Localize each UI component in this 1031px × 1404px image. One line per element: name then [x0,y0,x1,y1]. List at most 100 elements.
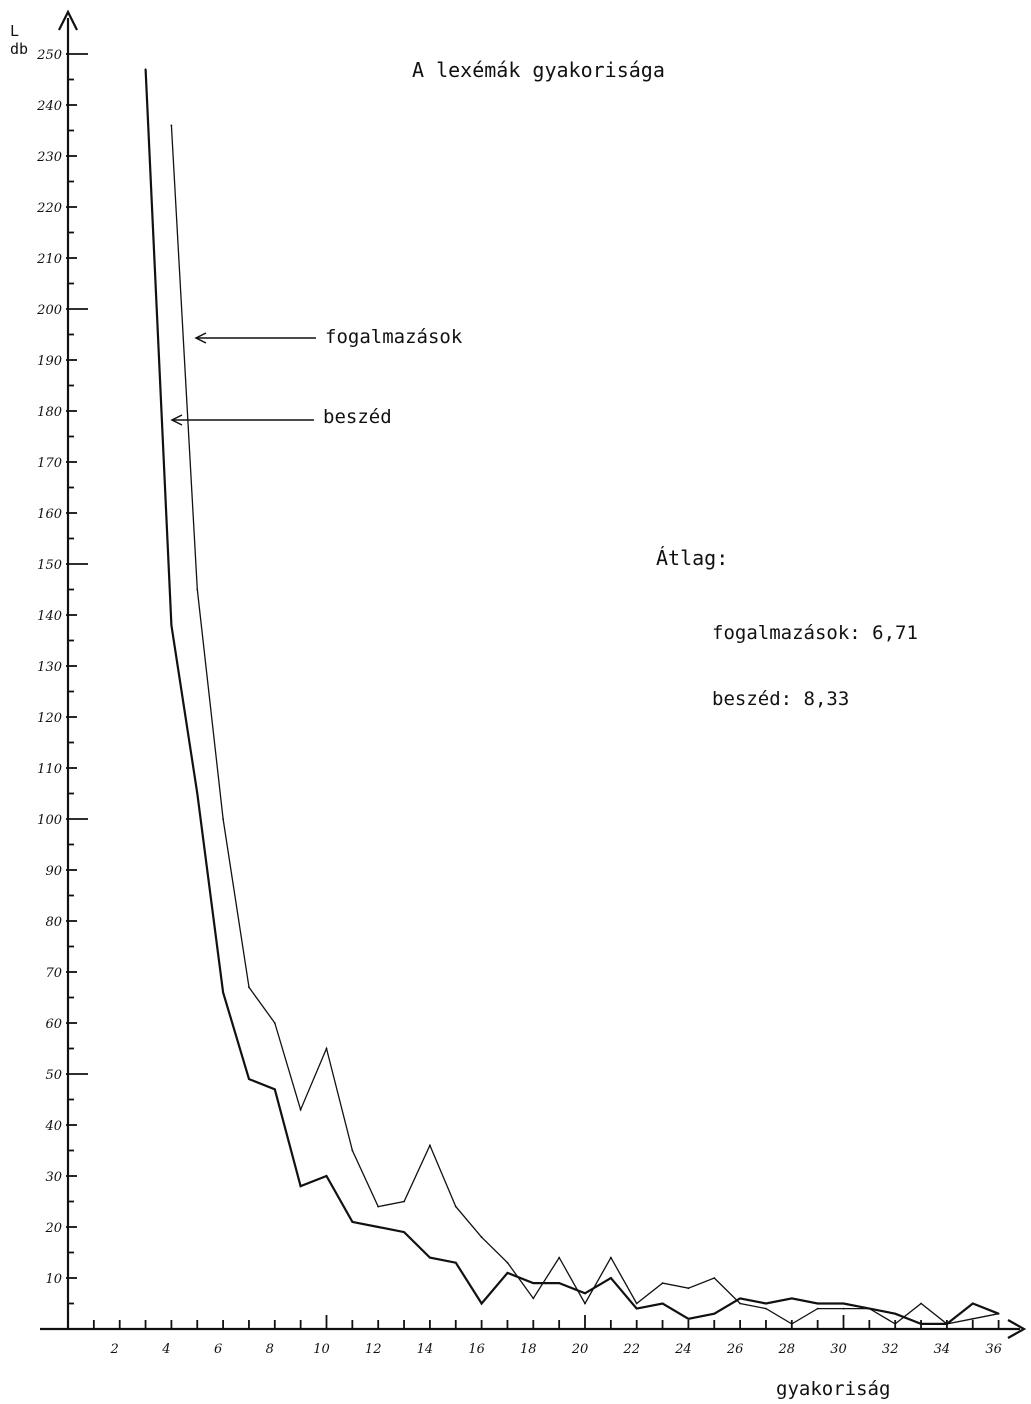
y-tick-label: 180 [37,405,62,420]
y-axis-ticks: 250 240 230 220 210 200 190 180 170 160 150 140 130 1… [36,48,88,1305]
y-tick-label: 100 [37,813,62,828]
data-point [635,1302,638,1305]
y-axis-label-db: db [10,40,29,58]
data-point [635,1307,638,1310]
data-point [661,1302,664,1305]
y-axis-label-unit: L [10,22,20,40]
data-point [299,1108,302,1111]
y-tick-label: 10 [45,1272,62,1287]
chart-title: A lexémák gyakorisága [412,58,665,82]
x-tick-label: 2 [110,1342,119,1357]
data-point [790,1323,793,1325]
x-tick-label: 4 [161,1342,170,1357]
data-point [480,1236,483,1239]
x-tick-label: 14 [417,1342,434,1357]
data-point [325,1047,328,1050]
data-point [403,1200,405,1203]
y-tick-label: 90 [45,864,62,879]
data-point [222,818,225,820]
data-point [377,1205,380,1208]
data-point [273,1088,276,1091]
data-point [403,1231,405,1233]
y-tick-label: 160 [37,507,62,522]
x-tick-label: 36 [985,1342,1002,1357]
x-tick-label: 20 [571,1342,589,1357]
data-point [248,986,250,989]
x-tick-label: 10 [313,1342,330,1357]
data-point [532,1282,535,1284]
data-point [971,1302,974,1305]
x-tick-label: 28 [778,1342,796,1357]
y-tick-label: 150 [37,558,62,573]
y-tick-label: 50 [45,1068,62,1083]
x-tick-label: 32 [882,1342,899,1357]
data-point [480,1302,483,1305]
y-tick-label: 60 [45,1017,62,1032]
y-tick-label: 40 [44,1119,62,1134]
data-point [532,1297,535,1300]
data-point [170,624,173,627]
data-point [248,1078,250,1080]
data-point [816,1302,819,1305]
average-beszed: beszéd: 8,33 [712,688,850,710]
data-point [454,1205,457,1208]
y-tick-label: 190 [37,354,62,369]
data-point [790,1297,793,1300]
y-tick-label: 230 [36,150,62,165]
y-tick-label: 200 [36,303,62,318]
data-point [661,1282,664,1284]
legend-label-fogalmazasok: fogalmazások [325,326,463,348]
data-point [299,1185,302,1188]
data-point [325,1175,328,1177]
data-point [687,1287,690,1290]
data-point [842,1302,845,1305]
x-tick-label: 22 [622,1342,640,1357]
x-tick-label: 30 [830,1342,847,1357]
y-tick-label: 110 [37,762,62,777]
x-tick-label: 34 [934,1342,951,1357]
data-point [713,1312,716,1315]
y-tick-label: 250 [36,48,62,63]
data-point [170,124,173,127]
data-point [997,1312,1000,1315]
data-point [558,1256,561,1259]
legend-label-beszed: beszéd [323,406,392,428]
data-point [816,1307,819,1310]
x-tick-label: 26 [726,1342,744,1357]
x-tick-label: 18 [520,1342,537,1357]
y-tick-label: 210 [36,252,62,267]
data-point [946,1323,948,1325]
y-tick-label: 170 [37,456,62,471]
y-tick-label: 20 [44,1221,62,1236]
data-point [739,1302,741,1305]
data-point [687,1317,690,1320]
data-point [196,792,199,795]
data-point [196,588,199,591]
data-point [894,1312,897,1315]
y-tick-label: 70 [45,966,62,981]
y-tick-label: 80 [45,915,62,930]
data-point [351,1149,354,1152]
legend-pointer-fogalmazasok [194,332,316,344]
data-point [765,1302,767,1305]
data-point [222,991,225,994]
data-point [584,1292,586,1295]
x-axis-ticks: 2 4 6 8 10 12 14 16 18 20 22 24 26 28 30 32 34 36 [92,1315,1002,1357]
data-point [429,1144,431,1147]
data-point [713,1277,716,1279]
average-fogalmazasok: fogalmazások: 6,71 [712,622,918,644]
y-tick-label: 130 [37,660,62,675]
legend-pointer-beszed [170,414,314,426]
y-axis-arrowhead [58,9,78,31]
data-point [377,1226,380,1228]
data-point [454,1261,457,1264]
x-axis-arrowhead [1007,1319,1027,1339]
data-point [429,1256,431,1259]
series-layer [144,68,1000,1326]
y-tick-label: 240 [36,99,62,114]
data-point [144,68,147,71]
series-line-fogalmazasok [170,125,999,1325]
data-point [971,1317,974,1320]
data-point [506,1272,509,1274]
